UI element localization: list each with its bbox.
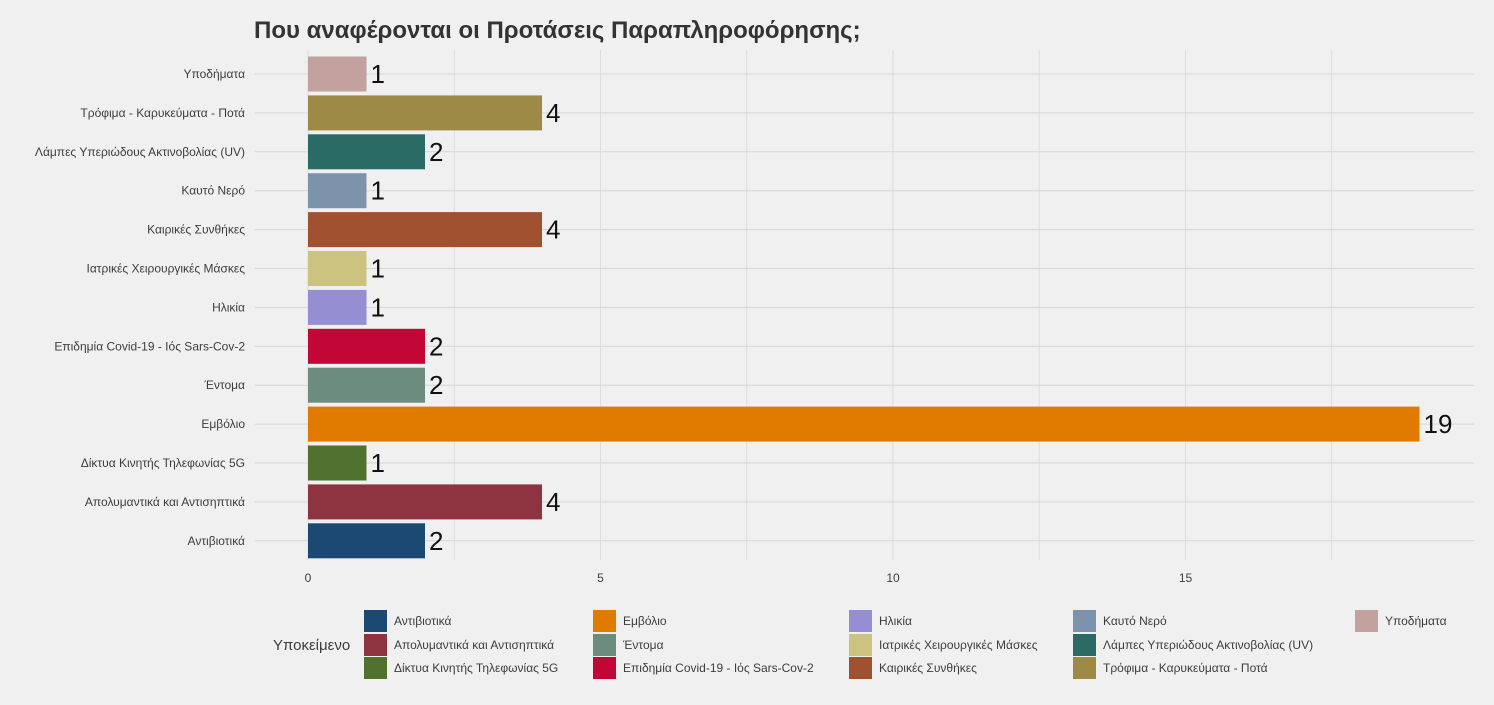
legend-swatch <box>593 610 616 632</box>
bar <box>308 523 425 559</box>
legend-label: Απολυμαντικά και Αντισηπτικά <box>394 638 554 652</box>
data-label: 2 <box>429 526 443 556</box>
legend-label: Δίκτυα Κινητής Τηλεφωνίας 5G <box>394 661 558 675</box>
bar <box>308 328 425 364</box>
legend-label: Έντομα <box>622 638 664 652</box>
legend-label: Ιατρικές Χειρουργικές Μάσκες <box>879 638 1038 652</box>
x-axis-ticks: 0 5 10 15 <box>305 571 1193 585</box>
legend-label: Εμβόλιο <box>623 614 667 628</box>
legend: Υποκείμενο Αντιβιοτικά Απολυμαντικά και Α… <box>273 610 1447 679</box>
legend-swatch <box>364 657 387 679</box>
gridlines <box>255 50 1474 560</box>
legend-swatch <box>593 657 616 679</box>
value-labels: 2 4 1 19 2 2 1 1 4 1 2 4 1 <box>371 59 1453 556</box>
legend-swatch <box>364 634 387 656</box>
data-label: 2 <box>429 137 443 167</box>
legend-label: Αντιβιοτικά <box>394 614 452 628</box>
category-label: Αντιβιοτικά <box>188 534 246 548</box>
data-label: 1 <box>371 448 385 478</box>
category-label: Απολυμαντικά και Αντισηπτικά <box>85 495 245 509</box>
category-label: Υποδήματα <box>184 67 246 81</box>
category-label: Καιρικές Συνθήκες <box>147 223 245 237</box>
bar <box>308 406 1420 442</box>
legend-label: Καιρικές Συνθήκες <box>879 661 977 675</box>
category-label: Λάμπες Υπεριώδους Ακτινοβολίας (UV) <box>35 145 245 159</box>
bars <box>308 56 1420 559</box>
chart-title: Που αναφέρονται οι Προτάσεις Παραπληροφό… <box>254 17 861 44</box>
bar <box>308 134 425 170</box>
legend-swatch <box>593 634 616 656</box>
category-labels: Αντιβιοτικά Απολυμαντικά και Αντισηπτικά Δ… <box>35 67 245 548</box>
legend-swatch <box>1073 657 1096 679</box>
legend-swatch <box>849 634 872 656</box>
category-label: Έντομα <box>203 378 245 392</box>
legend-swatch <box>364 610 387 632</box>
legend-swatch <box>1073 634 1096 656</box>
legend-label: Λάμπες Υπεριώδους Ακτινοβολίας (UV) <box>1103 638 1313 652</box>
data-label: 4 <box>546 98 560 128</box>
data-label: 1 <box>371 292 385 322</box>
x-tick-label: 15 <box>1179 571 1193 585</box>
bar <box>308 289 367 325</box>
data-label: 4 <box>546 215 560 245</box>
legend-swatch <box>1073 610 1096 632</box>
bar <box>308 484 542 520</box>
legend-label: Ηλικία <box>879 614 912 628</box>
data-label: 1 <box>371 59 385 89</box>
data-label: 1 <box>371 176 385 206</box>
x-tick-label: 5 <box>597 571 604 585</box>
x-tick-label: 10 <box>886 571 900 585</box>
category-label: Καυτό Νερό <box>181 184 245 198</box>
legend-label: Επιδημία Covid-19 - Ιός Sars-Cov-2 <box>623 661 814 675</box>
legend-swatch <box>849 657 872 679</box>
legend-label: Καυτό Νερό <box>1103 614 1167 628</box>
legend-label: Τρόφιμα - Καρυκεύματα - Ποτά <box>1103 661 1268 675</box>
legend-swatch <box>1355 610 1378 632</box>
bar <box>308 251 367 286</box>
data-label: 1 <box>371 254 385 284</box>
legend-title: Υποκείμενο <box>273 637 350 654</box>
data-label: 19 <box>1424 409 1453 439</box>
x-tick-label: 0 <box>305 571 312 585</box>
data-label: 2 <box>429 370 443 400</box>
bar <box>308 212 542 248</box>
legend-swatch <box>849 610 872 632</box>
category-label: Επιδημία Covid-19 - Ιός Sars-Cov-2 <box>54 339 245 353</box>
category-label: Τρόφιμα - Καρυκεύματα - Ποτά <box>80 106 245 120</box>
bar <box>308 445 367 481</box>
category-label: Ιατρικές Χειρουργικές Μάσκες <box>87 262 246 276</box>
bar <box>308 95 542 131</box>
legend-label: Υποδήματα <box>1385 614 1447 628</box>
category-label: Εμβόλιο <box>201 417 245 431</box>
bar <box>308 56 367 92</box>
bar <box>308 367 425 403</box>
category-label: Ηλικία <box>212 300 245 314</box>
category-label: Δίκτυα Κινητής Τηλεφωνίας 5G <box>81 456 245 470</box>
bar <box>308 173 367 209</box>
data-label: 2 <box>429 331 443 361</box>
data-label: 4 <box>546 487 560 517</box>
